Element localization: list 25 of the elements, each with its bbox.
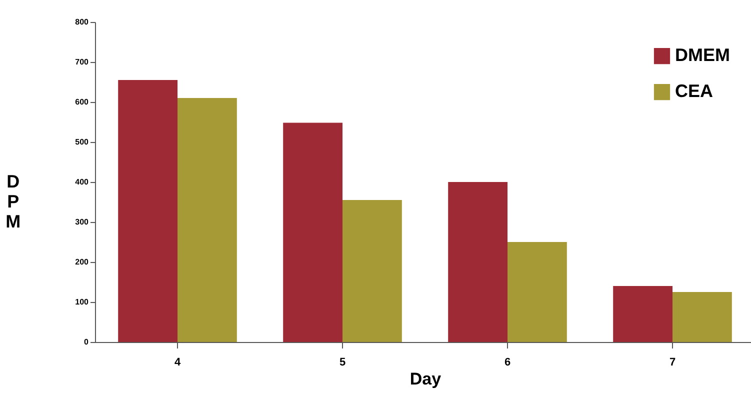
y-tick-label: 100 [75,298,90,306]
y-tick-label: 200 [75,258,90,266]
x-tick-label: 7 [669,356,676,368]
y-tick-label: 600 [75,98,90,106]
x-tick-label: 6 [504,356,511,368]
x-tick-label: 5 [339,356,346,368]
bar [342,200,402,342]
y-tick-label: 500 [75,138,90,146]
legend-label: DMEM [675,45,730,65]
y-tick-label: 700 [75,58,90,66]
bar [448,182,508,342]
y-tick-label: 800 [75,18,90,26]
bar [508,242,567,342]
x-tick-label: 4 [174,356,182,368]
bar [178,98,237,342]
y-tick-label: 300 [75,218,90,226]
y-tick-label: 0 [84,338,90,346]
legend-label: CEA [675,81,714,101]
bar [672,292,732,342]
y-tick-label: 400 [75,178,90,186]
bar [118,80,178,342]
x-axis-title: Day [410,370,442,388]
y-axis-title: DPM [6,172,21,232]
bar [283,122,342,342]
bar [613,286,672,342]
